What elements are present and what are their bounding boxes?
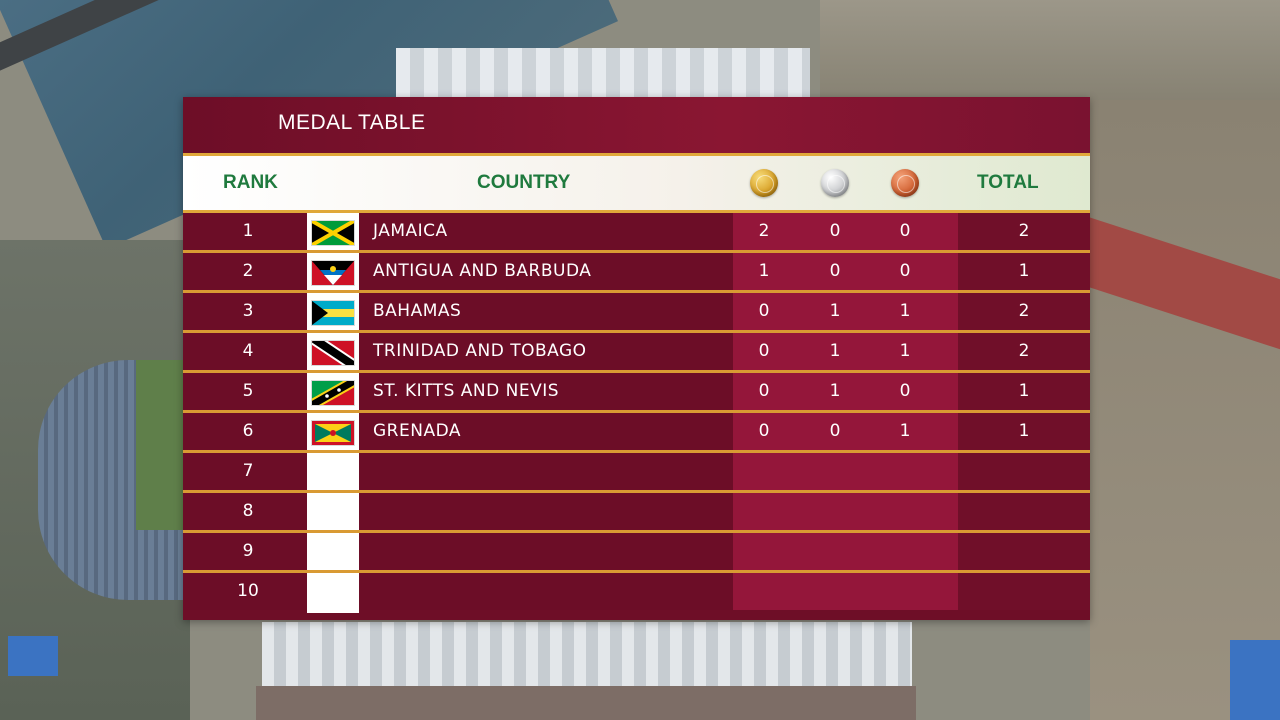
- stadium-roof-top: [396, 48, 810, 100]
- flag-cell: [307, 333, 359, 373]
- rank-cell: 10: [237, 581, 259, 601]
- table-row-5: 5 ST. KITTS AND NEVIS 0 1 0 1: [183, 373, 1090, 413]
- rank-cell: 3: [242, 301, 254, 321]
- rank-cell: 6: [242, 421, 254, 441]
- country-cell: TRINIDAD AND TOBAGO: [373, 341, 587, 361]
- gold-count-cell: 2: [758, 221, 770, 241]
- row-separator: [183, 290, 1090, 293]
- row-separator: [183, 410, 1090, 413]
- row-separator: [183, 330, 1090, 333]
- country-cell: ANTIGUA AND BARBUDA: [373, 261, 592, 281]
- stadium-roof-base: [256, 686, 916, 720]
- bronze-count-cell: 0: [899, 261, 911, 281]
- flag-cell: [307, 253, 359, 293]
- blue-court-left: [8, 636, 58, 676]
- total-count-cell: 1: [1018, 421, 1030, 441]
- gold-count-cell: 0: [758, 301, 770, 321]
- rank-cell: 1: [242, 221, 254, 241]
- total-count-cell: 2: [1018, 221, 1030, 241]
- flag-cell: [307, 373, 359, 413]
- rank-cell: 5: [242, 381, 254, 401]
- rank-header: RANK: [223, 172, 278, 193]
- row-separator: [183, 570, 1090, 573]
- rank-cell: 9: [242, 541, 254, 561]
- total-header: TOTAL: [977, 172, 1039, 193]
- car-park: [820, 0, 1280, 100]
- stadium-roof-bottom: [262, 622, 912, 688]
- antigua-and-barbuda-flag-icon: [312, 261, 354, 285]
- flag-cell: [307, 453, 359, 493]
- country-cell: GRENADA: [373, 421, 461, 441]
- silver-count-cell: 0: [829, 421, 841, 441]
- table-row-10: 10: [183, 573, 1090, 613]
- gold-count-cell: 0: [758, 421, 770, 441]
- bronze-count-cell: 0: [899, 381, 911, 401]
- jamaica-flag-icon: [312, 221, 354, 245]
- row-separator: [183, 530, 1090, 533]
- total-count-cell: 1: [1018, 261, 1030, 281]
- gold-medal-icon: [750, 169, 778, 197]
- table-row-9: 9: [183, 533, 1090, 573]
- bronze-medal-icon: [891, 169, 919, 197]
- bronze-count-cell: 0: [899, 221, 911, 241]
- gold-count-cell: 0: [758, 381, 770, 401]
- rank-cell: 8: [242, 501, 254, 521]
- table-row-4: 4 TRINIDAD AND TOBAGO 0 1 1 2: [183, 333, 1090, 373]
- header-divider: [183, 210, 1090, 213]
- country-cell: BAHAMAS: [373, 301, 462, 321]
- land-right: [1090, 100, 1280, 720]
- silver-medal-icon: [821, 169, 849, 197]
- silver-count-cell: 0: [829, 221, 841, 241]
- silver-count-cell: 1: [829, 341, 841, 361]
- row-separator: [183, 490, 1090, 493]
- silver-count-cell: 0: [829, 261, 841, 281]
- st-kitts-and-nevis-flag-icon: [312, 381, 354, 405]
- total-count-cell: 1: [1018, 381, 1030, 401]
- gold-count-cell: 0: [758, 341, 770, 361]
- rank-cell: 4: [242, 341, 254, 361]
- silver-count-cell: 1: [829, 301, 841, 321]
- blue-court-right: [1230, 640, 1280, 720]
- row-separator: [183, 450, 1090, 453]
- flag-cell: [307, 533, 359, 573]
- flag-cell: [307, 213, 359, 253]
- row-separator: [183, 370, 1090, 373]
- medal-table-rows: 1 JAMAICA 2 0 0 2 2 ANTIGUA AND BARBUDA …: [183, 213, 1090, 620]
- flag-cell: [307, 413, 359, 453]
- bronze-count-cell: 1: [899, 301, 911, 321]
- table-row-3: 3 BAHAMAS 0 1 1 2: [183, 293, 1090, 333]
- gold-count-cell: 1: [758, 261, 770, 281]
- table-row-1: 1 JAMAICA 2 0 0 2: [183, 213, 1090, 253]
- table-row-2: 2 ANTIGUA AND BARBUDA 1 0 0 1: [183, 253, 1090, 293]
- rank-cell: 2: [242, 261, 254, 281]
- table-row-7: 7: [183, 453, 1090, 493]
- flag-cell: [307, 493, 359, 533]
- rank-cell: 7: [242, 461, 254, 481]
- row-separator: [183, 250, 1090, 253]
- grenada-flag-icon: [312, 421, 354, 445]
- column-header-row: RANK COUNTRY TOTAL: [183, 156, 1090, 210]
- country-cell: ST. KITTS AND NEVIS: [373, 381, 560, 401]
- silver-count-cell: 1: [829, 381, 841, 401]
- table-row-8: 8: [183, 493, 1090, 533]
- table-row-6: 6 GRENADA 0 0 1 1: [183, 413, 1090, 453]
- flag-cell: [307, 573, 359, 613]
- flag-cell: [307, 293, 359, 333]
- medal-table-title-bar: MEDAL TABLE: [183, 97, 1090, 153]
- medal-table-panel: MEDAL TABLE RANK COUNTRY TOTAL 1 JAMAICA…: [183, 97, 1090, 620]
- total-count-cell: 2: [1018, 341, 1030, 361]
- trinidad-and-tobago-flag-icon: [312, 341, 354, 365]
- bronze-count-cell: 1: [899, 341, 911, 361]
- title-divider: [183, 153, 1090, 156]
- medal-table-title: MEDAL TABLE: [278, 111, 426, 134]
- country-header: COUNTRY: [477, 172, 571, 193]
- bahamas-flag-icon: [312, 301, 354, 325]
- country-cell: JAMAICA: [373, 221, 448, 241]
- total-count-cell: 2: [1018, 301, 1030, 321]
- bronze-count-cell: 1: [899, 421, 911, 441]
